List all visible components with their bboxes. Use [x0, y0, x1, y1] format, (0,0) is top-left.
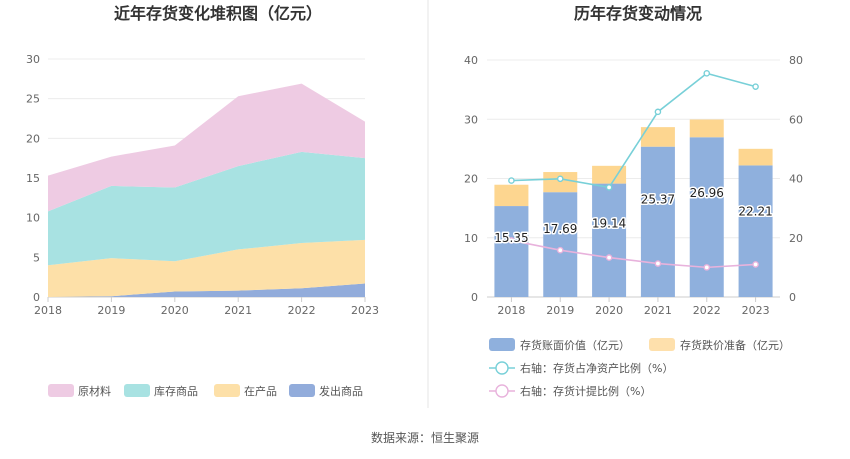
point-provision-ratio — [703, 264, 711, 271]
bar-value-label: 17.69 — [543, 222, 577, 236]
bar-impairment-reserve — [494, 184, 529, 207]
right-x-tick-label: 2019 — [546, 304, 574, 317]
point-provision-ratio — [605, 254, 613, 261]
right-legend-label: 存货账面价值（亿元） — [520, 338, 630, 352]
left-y-tick-label: 25 — [26, 93, 40, 106]
left-legend-swatch — [124, 384, 150, 397]
right-x-tick-label: 2023 — [742, 304, 770, 317]
right-y2-tick-label: 60 — [789, 113, 803, 126]
left-y-tick-label: 5 — [33, 251, 40, 264]
right-y2-tick-label: 40 — [789, 173, 803, 186]
left-chart-title: 近年存货变化堆积图（亿元） — [114, 4, 322, 23]
left-x-tick-label: 2018 — [34, 304, 62, 317]
left-areas — [48, 83, 365, 297]
right-x-tick-label: 2021 — [644, 304, 672, 317]
right-y-tick-label: 10 — [464, 232, 478, 245]
area-series-库存商品 — [48, 151, 365, 266]
left-x-tick-label: 2023 — [351, 304, 379, 317]
left-x-tick-label: 2019 — [97, 304, 125, 317]
point-inventory-to-net-assets — [556, 175, 564, 183]
right-legend-marker — [495, 384, 509, 398]
bar-value-label: 26.96 — [690, 186, 724, 200]
bar-value-label: 19.14 — [592, 216, 626, 230]
point-inventory-to-net-assets — [508, 177, 515, 184]
left-x-tick-label: 2021 — [224, 304, 252, 317]
left-x-tick-label: 2020 — [161, 304, 189, 317]
point-provision-ratio — [508, 237, 515, 244]
bar-book-value — [640, 146, 675, 297]
left-legend-label: 原材料 — [78, 384, 111, 398]
left-legend-swatch — [48, 384, 74, 397]
right-y2-tick-label: 80 — [789, 54, 803, 67]
right-y-tick-label: 20 — [464, 173, 478, 186]
left-legend-label: 发出商品 — [319, 384, 363, 398]
point-inventory-to-net-assets — [605, 184, 613, 191]
right-legend-label: 右轴：存货计提比例（%） — [520, 384, 651, 398]
left-x-tick-label: 2022 — [288, 304, 316, 317]
right-x-tick-label: 2022 — [693, 304, 721, 317]
left-legend-swatch — [214, 384, 240, 397]
bar-impairment-reserve — [738, 148, 773, 166]
left-legend: 原材料 库存商品 在产品 发出商品 — [48, 384, 363, 398]
bar-impairment-reserve — [592, 165, 627, 184]
bar-value-label: 22.21 — [738, 204, 772, 218]
bar-book-value — [494, 206, 529, 297]
line-provision-ratio — [511, 239, 756, 269]
left-y-tick-label: 10 — [26, 212, 40, 225]
point-provision-ratio — [556, 246, 564, 254]
right-x-tick-label: 2020 — [595, 304, 623, 317]
right-lines: 15.35 17.69 19.14 25.37 26.96 22.21 — [493, 70, 774, 271]
point-inventory-to-net-assets — [703, 70, 711, 77]
data-source-note: 数据来源：恒生聚源 — [371, 430, 479, 445]
line-inventory-to-net-assets — [511, 72, 756, 189]
right-legend-label: 存货跌价准备（亿元） — [680, 338, 790, 352]
right-axis: 0 10 20 30 40 0 20 40 60 80 2018 2019 2020 2021 2022 20… — [464, 54, 803, 317]
right-y-tick-label: 40 — [464, 54, 478, 67]
area-series-发出商品 — [48, 283, 365, 297]
left-y-tick-label: 0 — [33, 291, 40, 304]
left-y-tick-label: 15 — [26, 172, 40, 185]
right-chart-title: 历年存货变动情况 — [574, 4, 702, 23]
point-inventory-to-net-assets — [654, 108, 662, 116]
left-y-tick-label: 20 — [26, 132, 40, 145]
area-series-原材料 — [48, 83, 365, 212]
left-legend-label: 在产品 — [244, 384, 277, 398]
area-series-在产品 — [48, 239, 365, 297]
right-y-tick-label: 30 — [464, 113, 478, 126]
right-legend-label: 右轴：存货占净资产比例（%） — [520, 361, 673, 375]
bar-book-value — [592, 183, 627, 297]
right-legend-swatch — [649, 338, 675, 351]
point-provision-ratio — [752, 261, 759, 268]
bar-impairment-reserve — [543, 172, 578, 193]
bar-impairment-reserve — [689, 119, 724, 138]
right-legend: 存货账面价值（亿元） 存货跌价准备（亿元） 右轴：存货占净资产比例（%） 右轴：存货计… — [489, 338, 790, 398]
bar-book-value — [738, 165, 773, 297]
point-inventory-to-net-assets — [752, 83, 759, 90]
right-y2-tick-label: 0 — [789, 291, 796, 304]
left-legend-label: 库存商品 — [154, 384, 198, 398]
bar-value-label: 15.35 — [494, 231, 528, 245]
bar-impairment-reserve — [640, 127, 675, 147]
left-y-tick-label: 30 — [26, 53, 40, 66]
right-bars — [494, 119, 773, 297]
right-legend-swatch — [489, 338, 515, 351]
left-legend-swatch — [289, 384, 315, 397]
left-axis: 0 5 10 15 20 25 30 2018 2019 2020 2021 2022 2023 — [26, 53, 379, 317]
bar-value-label: 25.37 — [641, 192, 675, 206]
point-provision-ratio — [654, 260, 662, 267]
right-y2-tick-label: 20 — [789, 232, 803, 245]
right-grid — [487, 59, 780, 298]
bar-book-value — [543, 192, 578, 297]
bar-book-value — [689, 137, 724, 297]
right-x-tick-label: 2018 — [497, 304, 525, 317]
right-y-tick-label: 0 — [471, 291, 478, 304]
right-legend-marker — [495, 361, 509, 375]
